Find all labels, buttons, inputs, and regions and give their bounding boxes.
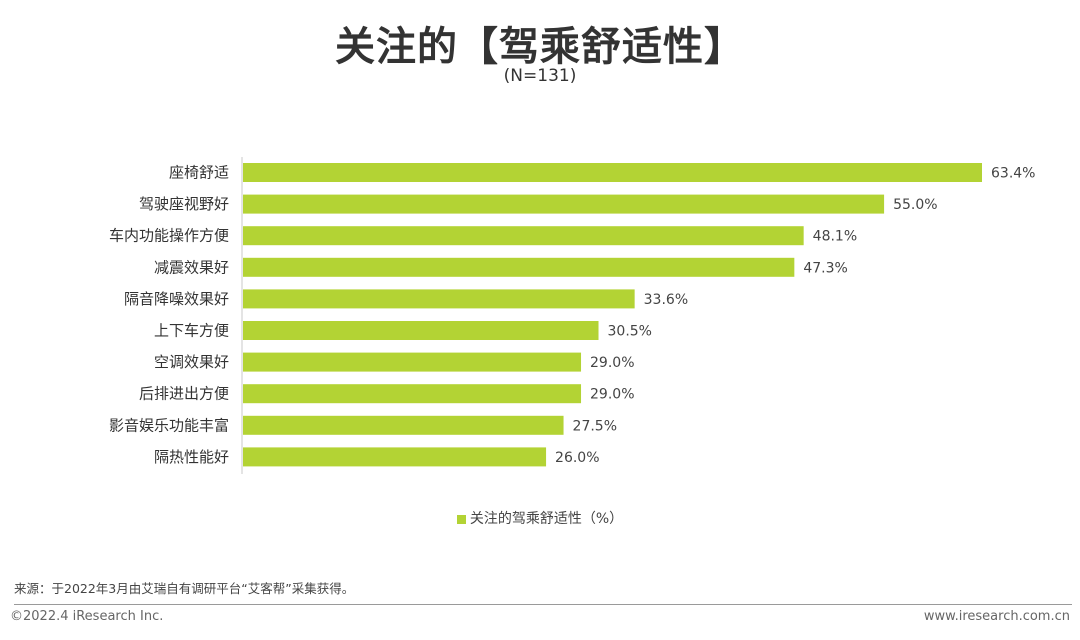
category-label: 驾驶座视野好 [139,195,229,213]
legend: 关注的驾乘舒适性（%） [0,508,1080,528]
bar-chart: 座椅舒适 63.4% 驾驶座视野好 55.0% 车内功能操作方便 48.1% 减震效果好 47… [109,157,1035,474]
source-note: 来源：于2022年3月由艾瑞自有调研平台“艾客帮”采集获得。 [14,581,355,596]
category-label: 隔热性能好 [154,448,229,466]
chart-subtitle: (N=131) [503,66,577,86]
category-label: 上下车方便 [154,322,229,340]
footer-divider [14,604,1072,605]
value-label: 48.1% [813,229,857,245]
bar [243,194,885,214]
value-label: 29.0% [590,387,634,403]
bar [243,289,635,309]
value-label: 29.0% [590,355,634,371]
bar [243,321,599,340]
bar [243,163,982,182]
category-label: 后排进出方便 [139,385,229,403]
chart-title: 关注的【驾乘舒适性】 [335,24,745,70]
value-label: 63.4% [991,166,1035,182]
value-label: 33.6% [644,292,688,308]
category-label: 隔音降噪效果好 [124,290,229,308]
legend-swatch [456,514,466,524]
bar [243,384,582,404]
bar [243,415,564,435]
category-label: 影音娱乐功能丰富 [109,416,229,434]
category-label: 车内功能操作方便 [109,227,229,245]
value-label: 55.0% [893,197,937,213]
bar [243,352,582,372]
bar [243,447,547,467]
legend-label: 关注的驾乘舒适性（%） [469,511,624,527]
bar [243,257,795,277]
value-label: 27.5% [573,418,617,434]
bars-group: 座椅舒适 63.4% 驾驶座视野好 55.0% 车内功能操作方便 48.1% 减震效果好 47… [109,163,1035,467]
website-link[interactable]: www.iresearch.com.cn [923,609,1070,624]
value-label: 30.5% [608,324,652,340]
copyright: ©2022.4 iResearch Inc. [10,609,164,624]
category-label: 减震效果好 [154,258,229,276]
bar [243,226,804,246]
category-label: 座椅舒适 [169,164,229,182]
value-label: 47.3% [803,260,847,276]
value-label: 26.0% [555,450,599,466]
category-label: 空调效果好 [154,353,229,371]
